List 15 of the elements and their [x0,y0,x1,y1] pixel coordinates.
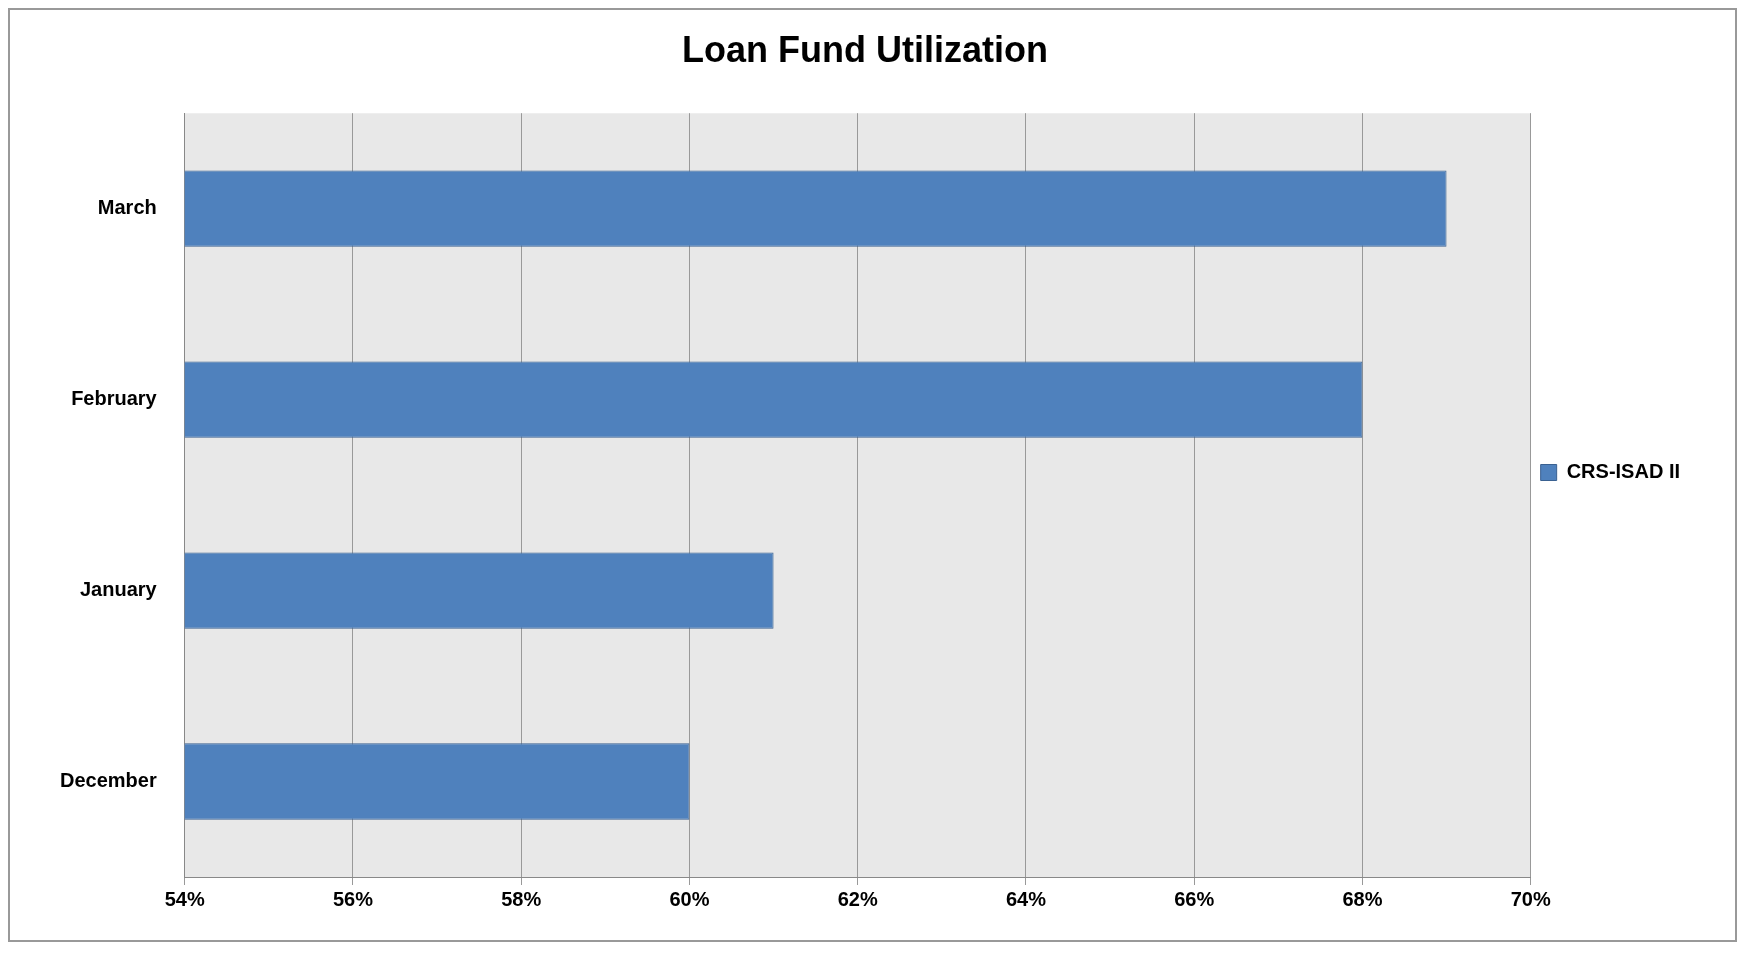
legend-label: CRS-ISAD II [1566,460,1680,483]
x-tick-label: 68% [1342,887,1383,910]
y-tick-label: March [97,196,157,219]
chart-title: Loan Fund Utilization [682,28,1048,70]
x-tick-label: 54% [164,887,205,910]
x-tick-label: 70% [1510,887,1551,910]
y-tick-label: January [80,578,158,601]
y-tick-label: February [71,387,158,410]
x-tick-label: 58% [501,887,542,910]
x-tick-label: 62% [837,887,878,910]
x-tick-label: 66% [1174,887,1215,910]
x-tick-label: 56% [332,887,374,910]
x-tick-label: 60% [669,887,710,910]
y-tick-label: December [60,769,157,792]
x-tick-label: 64% [1005,887,1047,910]
